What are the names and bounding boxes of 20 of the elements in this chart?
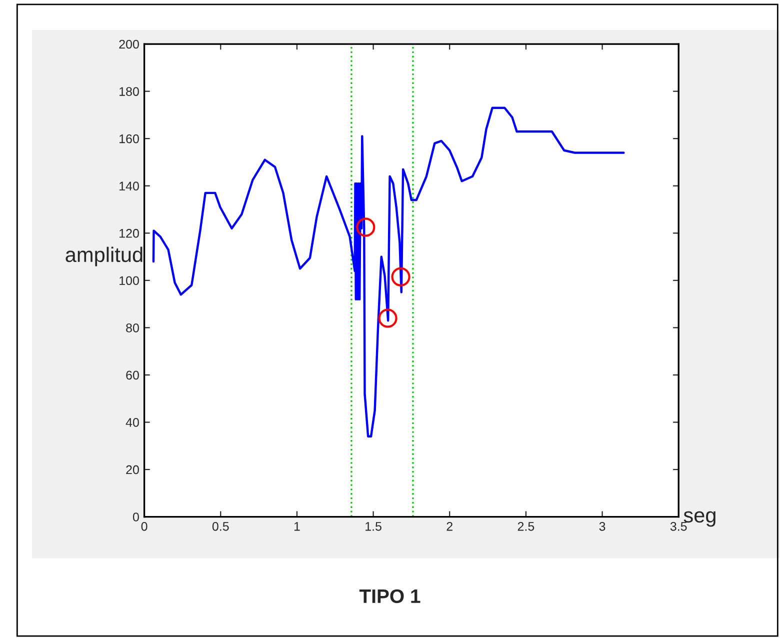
y-tick-label: 80: [126, 323, 139, 332]
x-tick-label: 2.5: [518, 522, 534, 531]
x-tick-label: 2: [446, 522, 452, 531]
y-tick-label: 100: [120, 276, 139, 286]
y-tick-label: 180: [120, 87, 139, 96]
x-tick-label: 3: [599, 522, 606, 531]
x-tick-label: 0: [141, 522, 148, 531]
y-tick-label: 40: [126, 418, 139, 427]
y-tick-label: 140: [120, 182, 139, 190]
y-tick-label: 120: [120, 228, 139, 238]
x-tick-label: 1: [294, 522, 300, 531]
y-tick-label: 60: [126, 370, 139, 380]
y-tick-label: 0: [132, 512, 139, 522]
y-axis-title: amplitud: [66, 246, 142, 266]
x-tick-label: 1.5: [366, 522, 382, 531]
x-tick-label: 0.5: [212, 522, 229, 531]
y-tick-label: 200: [119, 40, 139, 49]
text: TIPO 1: [359, 589, 420, 604]
y-tick-label: 20: [126, 465, 139, 474]
y-tick-label: 160: [120, 134, 139, 144]
